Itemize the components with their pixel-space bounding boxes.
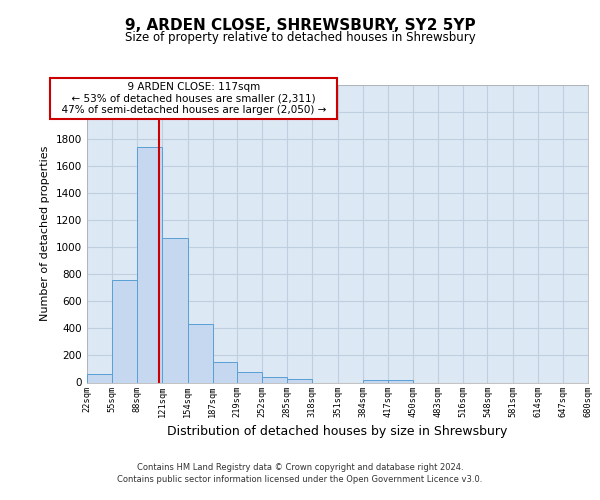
Bar [262, 377, 287, 382]
Text: Contains HM Land Registry data © Crown copyright and database right 2024.: Contains HM Land Registry data © Crown c… [137, 462, 463, 471]
Bar [137, 147, 163, 382]
Y-axis label: Number of detached properties: Number of detached properties [40, 146, 50, 322]
Text: 9 ARDEN CLOSE: 117sqm  
  ← 53% of detached houses are smaller (2,311)  
  47% o: 9 ARDEN CLOSE: 117sqm ← 53% of detached … [55, 82, 332, 115]
Bar [362, 380, 388, 382]
Bar [287, 379, 313, 382]
Bar [112, 280, 137, 382]
X-axis label: Distribution of detached houses by size in Shrewsbury: Distribution of detached houses by size … [167, 425, 508, 438]
Text: Size of property relative to detached houses in Shrewsbury: Size of property relative to detached ho… [125, 31, 475, 44]
Bar [188, 324, 212, 382]
Bar [87, 374, 112, 382]
Bar [388, 380, 413, 382]
Bar [212, 362, 237, 382]
Bar [237, 372, 262, 382]
Text: Contains public sector information licensed under the Open Government Licence v3: Contains public sector information licen… [118, 475, 482, 484]
Text: 9, ARDEN CLOSE, SHREWSBURY, SY2 5YP: 9, ARDEN CLOSE, SHREWSBURY, SY2 5YP [125, 18, 475, 32]
Bar [163, 238, 188, 382]
